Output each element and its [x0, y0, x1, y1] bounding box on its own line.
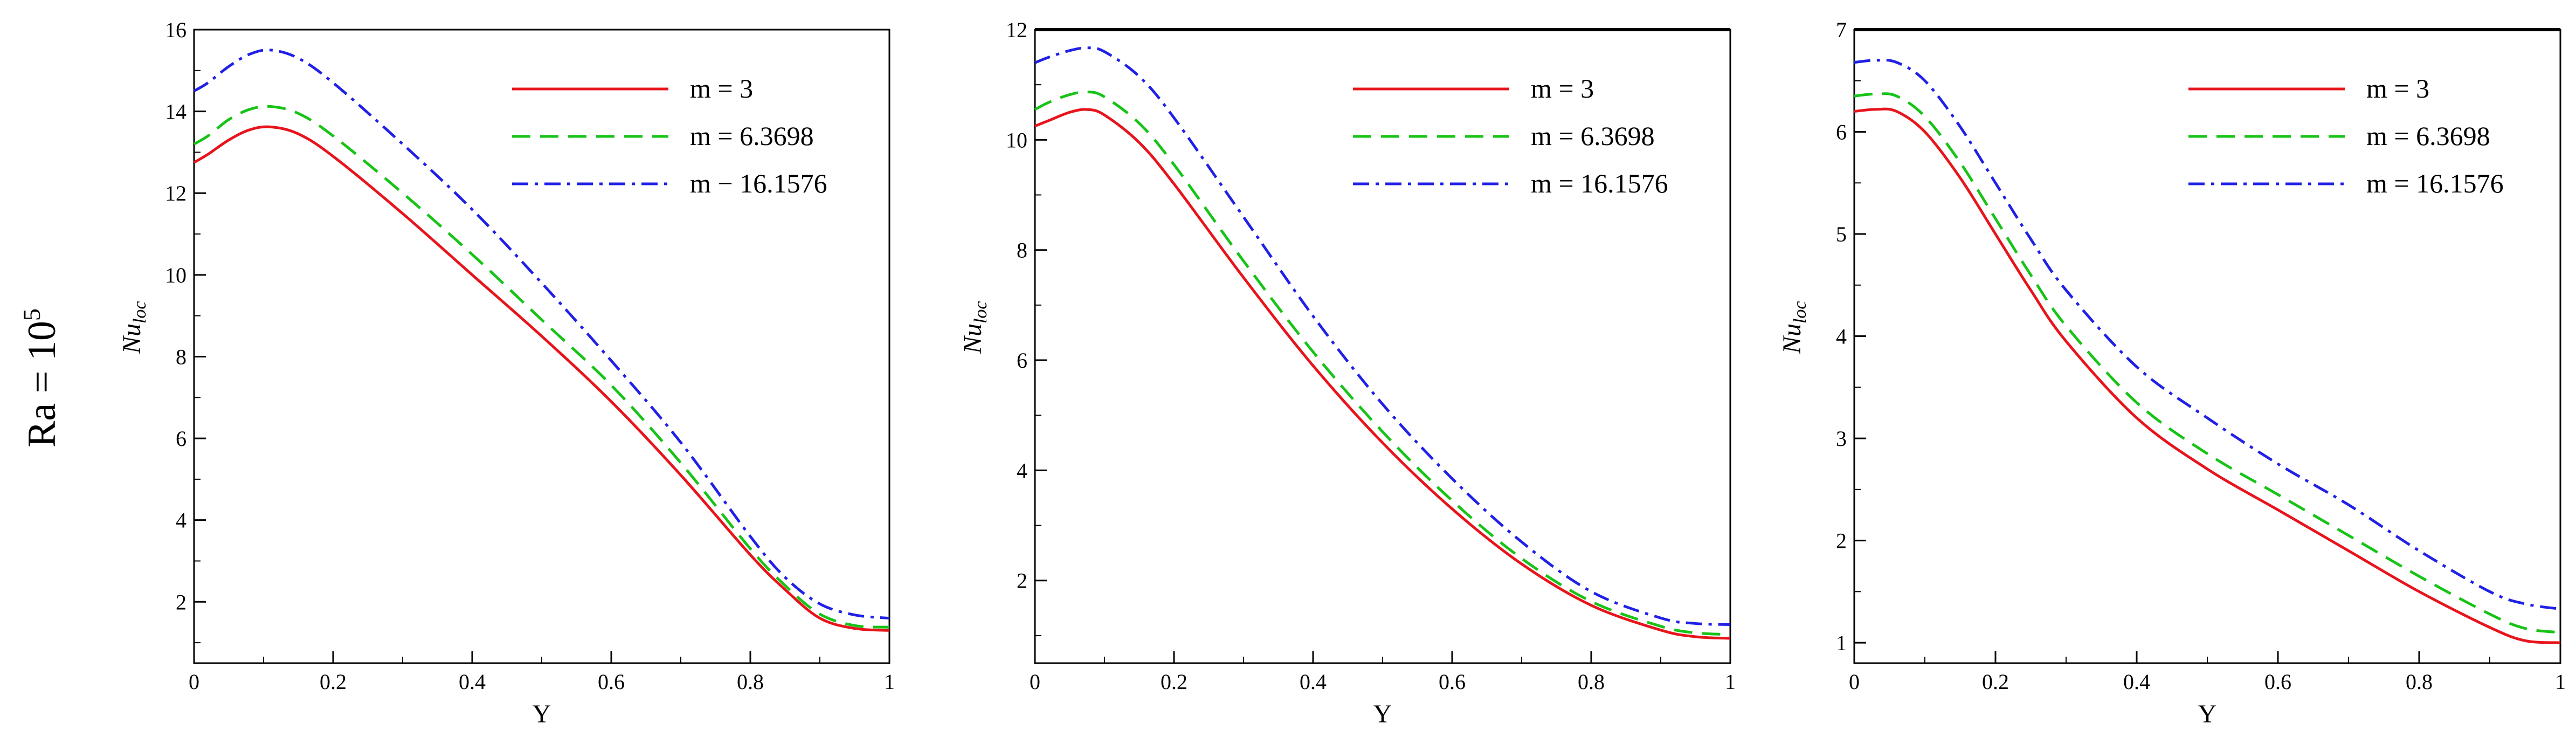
legend-label-1: m = 3: [2366, 73, 2429, 104]
x-tick-label: 0.4: [459, 670, 486, 694]
series-line-2: [1854, 92, 2561, 634]
legend-label-2: m = 6.3698: [690, 121, 814, 151]
y-tick-label: 14: [165, 100, 187, 124]
y-tick-label: 12: [1006, 18, 1027, 42]
x-axis-title: Y: [1373, 700, 1392, 727]
x-tick-label: 0.6: [598, 670, 625, 694]
y-tick-label: 7: [1836, 18, 1847, 42]
y-tick-label: 2: [176, 590, 187, 614]
chart-panel-3: 0 0.2 0.4 0.6 0.8 1 1 2 3 4 5 6 7 Y Nuloc m = 3 m = 6.36…: [1763, 0, 2571, 727]
x-tick-label: 0.4: [2123, 670, 2150, 694]
x-tick-label: 0.6: [1439, 670, 1466, 694]
x-tick-label: 0.2: [1161, 670, 1187, 694]
y-tick-label: 10: [165, 263, 187, 287]
legend-label-2: m = 6.3698: [2366, 121, 2490, 151]
y-tick-label: 4: [1017, 458, 1027, 483]
y-tick-label: 2: [1836, 529, 1847, 553]
x-tick-label: 0.8: [2406, 670, 2433, 694]
series-line-1: [1034, 108, 1731, 640]
y-tick-label: 4: [1836, 325, 1847, 349]
y-tick-label: 6: [176, 426, 187, 451]
series-line-1: [1854, 107, 2561, 644]
y-tick-label: 6: [1836, 120, 1847, 144]
y-tick-label: 2: [1017, 569, 1027, 593]
x-tick-label: 0.4: [1300, 670, 1327, 694]
x-axis-title: Y: [533, 700, 551, 727]
x-tick-label: 1: [884, 670, 895, 694]
legend-label-3: m = 16.1576: [2366, 168, 2504, 198]
legend-label-3: m − 16.1576: [690, 168, 827, 198]
series-line-2: [193, 105, 890, 629]
x-tick-label: 0.6: [2264, 670, 2291, 694]
x-tick-label: 0.8: [1578, 670, 1605, 694]
x-tick-label: 1: [2555, 670, 2566, 694]
x-tick-label: 1: [1725, 670, 1736, 694]
series-line-3: [1034, 46, 1731, 626]
x-tick-label: 0: [189, 670, 199, 694]
x-axis-title: Y: [2198, 700, 2217, 727]
x-tick-label: 0.2: [1982, 670, 2009, 694]
row-label-base: Ra = 10: [20, 321, 64, 447]
y-tick-label: 1: [1836, 631, 1847, 655]
y-tick-label: 16: [165, 18, 187, 42]
row-label: Ra = 105: [16, 0, 65, 727]
y-tick-label: 10: [1006, 128, 1027, 152]
legend-label-1: m = 3: [690, 73, 753, 104]
row-label-exponent: 5: [18, 308, 45, 321]
y-tick-label: 3: [1836, 426, 1847, 451]
series-line-1: [193, 125, 890, 632]
x-tick-label: 0.8: [737, 670, 764, 694]
x-tick-label: 0: [1030, 670, 1040, 694]
y-tick-label: 12: [165, 181, 187, 205]
series-line-3: [193, 49, 890, 620]
legend-label-3: m = 16.1576: [1531, 168, 1668, 198]
y-axis-title: Nuloc: [1778, 301, 1810, 354]
y-tick-label: 6: [1017, 348, 1027, 373]
y-tick-label: 8: [176, 345, 187, 369]
series-line-2: [1034, 90, 1731, 636]
series-line-3: [1854, 58, 2561, 611]
svg-text:Ra = 105: Ra = 105: [18, 308, 64, 447]
y-tick-label: 5: [1836, 222, 1847, 246]
y-axis-title: Nuloc: [118, 301, 150, 354]
y-tick-label: 8: [1017, 238, 1027, 263]
y-axis-title: Nuloc: [958, 301, 991, 354]
x-tick-label: 0.2: [320, 670, 347, 694]
chart-3: 0 0.2 0.4 0.6 0.8 1 1 2 3 4 5 6 7 Y Nuloc m = 3 m = 6.36…: [1778, 18, 2566, 727]
legend-label-1: m = 3: [1531, 73, 1594, 104]
y-tick-label: 4: [176, 508, 187, 533]
legend-label-2: m = 6.3698: [1531, 121, 1655, 151]
x-tick-label: 0: [1849, 670, 1860, 694]
